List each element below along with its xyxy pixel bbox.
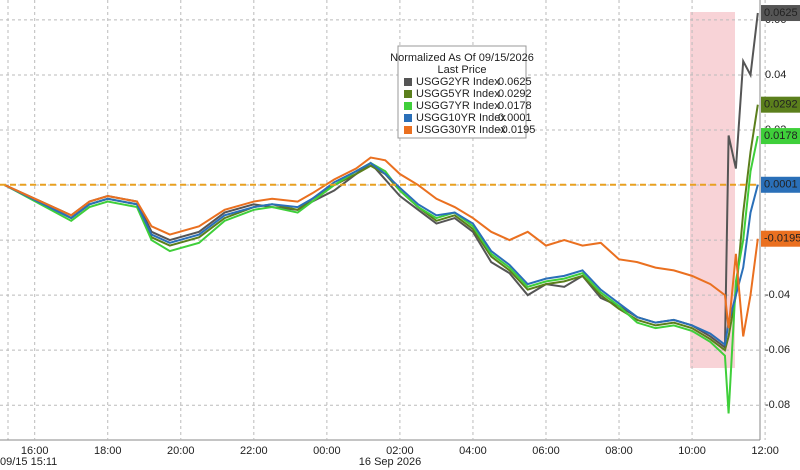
series-line <box>4 104 759 352</box>
legend: Normalized As Of 09/15/2026 Last Price U… <box>390 45 535 139</box>
value-tag-label: 0.0292 <box>764 99 798 111</box>
legend-label: USGG30YR Index <box>416 124 506 136</box>
x-tick-label: 22:00 <box>240 445 268 457</box>
x-tick-label: 12:00 <box>751 445 779 457</box>
legend-subtitle: Last Price <box>438 64 487 76</box>
legend-box <box>397 45 527 139</box>
legend-title: Normalized As Of 09/15/2026 <box>390 52 534 64</box>
start-label: 09/15 15:11 <box>0 456 57 468</box>
date-label: 16 Sep 2026 <box>359 456 421 468</box>
value-tag <box>761 5 800 22</box>
y-tick-label: 0.04 <box>765 69 786 81</box>
legend-label: USGG5YR Index <box>416 88 500 100</box>
legend-value: 0.0001 <box>498 112 532 124</box>
x-tick-label: 16:00 <box>21 445 49 457</box>
x-tick-label: 06:00 <box>532 445 560 457</box>
legend-value: 0.0625 <box>498 76 532 88</box>
legend-label: USGG2YR Index <box>416 76 500 88</box>
legend-value: 0.0292 <box>498 88 532 100</box>
legend-swatch <box>404 90 412 98</box>
x-tick-label: 04:00 <box>459 445 487 457</box>
value-tag <box>761 96 800 113</box>
value-tag-label: 0.0001 <box>764 179 798 191</box>
value-tag-label: -0.0195 <box>764 233 800 245</box>
x-tick-label: 20:00 <box>167 445 195 457</box>
legend-swatch <box>404 78 412 86</box>
x-tick-label: 10:00 <box>678 445 706 457</box>
legend-swatch <box>404 114 412 122</box>
value-tag <box>761 230 800 247</box>
legend-swatch <box>404 126 412 134</box>
y-tick-label: -0.08 <box>765 399 790 411</box>
legend-swatch <box>404 102 412 110</box>
series-line <box>4 156 759 337</box>
value-tag-label: 0.0625 <box>764 7 798 19</box>
series-line <box>4 161 759 347</box>
legend-value: -0.0195 <box>498 124 535 136</box>
value-tag-label: 0.0178 <box>764 130 798 142</box>
legend-label: USGG7YR Index <box>416 100 500 112</box>
legend-value: 0.0178 <box>498 100 532 112</box>
x-tick-label: 18:00 <box>94 445 122 457</box>
value-tag <box>761 128 800 145</box>
x-tick-label: 02:00 <box>386 445 414 457</box>
x-tick-label: 00:00 <box>313 445 341 457</box>
y-tick-label: -0.06 <box>765 344 790 356</box>
x-tick-label: 08:00 <box>605 445 633 457</box>
legend-label: USGG10YR Index <box>416 112 506 124</box>
y-tick-label: -0.04 <box>765 289 790 301</box>
value-tag <box>761 176 800 193</box>
